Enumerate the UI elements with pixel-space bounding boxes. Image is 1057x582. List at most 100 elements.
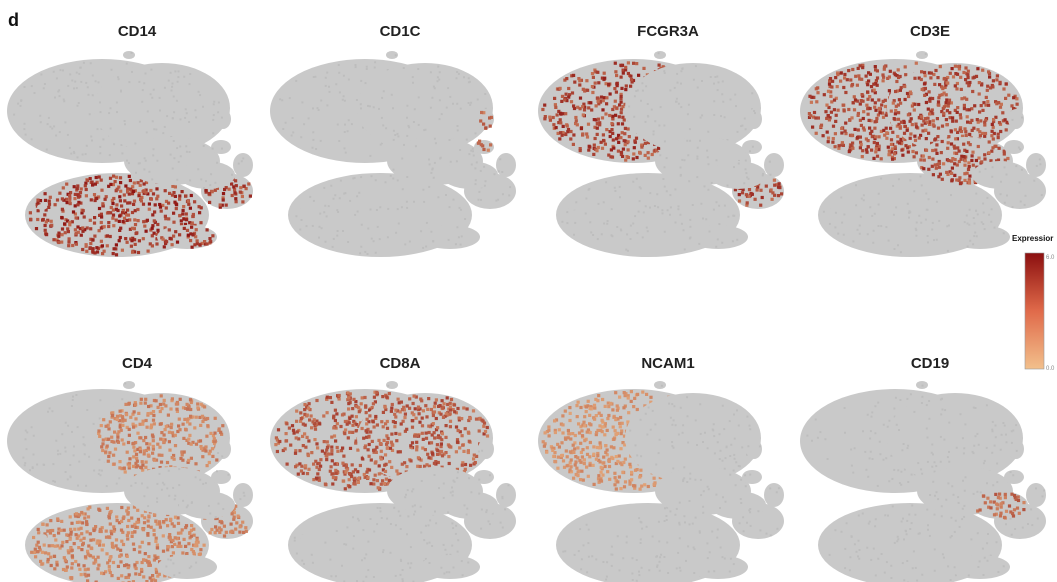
- expression-dot: [353, 476, 357, 480]
- expression-dot: [597, 81, 601, 85]
- background-dot: [613, 186, 616, 189]
- expression-dot: [375, 390, 379, 394]
- expression-dot: [637, 73, 641, 77]
- expression-dot: [379, 482, 383, 486]
- expression-dot: [152, 458, 156, 462]
- expression-dot: [74, 242, 78, 246]
- expression-dot: [218, 530, 222, 534]
- expression-dot: [621, 115, 625, 119]
- expression-dot: [965, 97, 969, 101]
- expression-dot: [775, 183, 779, 187]
- expression-dot: [982, 101, 986, 105]
- expression-dot: [158, 520, 162, 524]
- expression-dot: [995, 102, 999, 106]
- expression-dot: [945, 98, 949, 102]
- expression-dot: [161, 237, 165, 241]
- background-dot: [336, 234, 339, 237]
- background-dot: [182, 499, 185, 502]
- background-dot: [312, 199, 315, 202]
- expression-dot: [99, 239, 103, 243]
- expression-dot: [109, 211, 113, 215]
- expression-dot: [69, 546, 73, 551]
- expression-dot: [983, 134, 987, 138]
- expression-dot: [324, 483, 328, 487]
- expression-dot: [149, 228, 153, 232]
- background-dot: [588, 187, 591, 190]
- background-dot: [1017, 146, 1020, 149]
- expression-dot: [351, 470, 355, 474]
- expression-dot: [151, 435, 155, 439]
- background-dot: [151, 178, 154, 181]
- expression-dot: [829, 110, 833, 114]
- expression-dot: [136, 219, 140, 223]
- cluster-small2: [496, 153, 516, 177]
- expression-dot: [105, 506, 109, 510]
- expression-dot: [390, 402, 394, 407]
- expression-dot: [134, 403, 138, 407]
- background-dot: [167, 79, 170, 82]
- expression-dot: [836, 73, 840, 77]
- background-dot: [963, 221, 966, 224]
- expression-dot: [953, 108, 957, 112]
- expression-dot: [108, 559, 112, 563]
- background-dot: [100, 128, 103, 130]
- expression-dot: [920, 123, 924, 127]
- background-dot: [117, 78, 120, 81]
- expression-dot: [125, 563, 129, 567]
- expression-dot: [957, 178, 961, 182]
- expression-dot: [163, 189, 167, 193]
- expression-dot: [468, 416, 472, 421]
- background-dot: [292, 131, 295, 134]
- background-dot: [713, 100, 716, 103]
- background-dot: [360, 79, 363, 82]
- background-dot: [138, 120, 141, 123]
- background-dot: [862, 199, 865, 202]
- background-dot: [91, 74, 94, 77]
- expression-dot: [80, 548, 84, 552]
- background-dot: [349, 199, 352, 202]
- expression-dot: [608, 92, 612, 96]
- background-dot: [436, 80, 439, 83]
- expression-dot: [566, 130, 570, 134]
- expression-dot: [566, 127, 571, 132]
- expression-dot: [154, 519, 158, 523]
- background-dot: [920, 221, 923, 224]
- expression-dot: [118, 235, 122, 240]
- expression-dot: [631, 157, 635, 161]
- expression-dot: [126, 440, 131, 445]
- tsne-panel-cd14: CD14: [7, 23, 253, 257]
- expression-dot: [131, 464, 136, 468]
- background-dot: [708, 230, 711, 233]
- expression-dot: [385, 426, 390, 430]
- expression-dot: [168, 533, 172, 537]
- expression-dot: [594, 104, 598, 108]
- expression-dot: [136, 517, 140, 521]
- expression-dot: [892, 152, 897, 156]
- expression-dot: [965, 108, 969, 112]
- background-dot: [64, 121, 67, 124]
- expression-dot: [922, 167, 926, 171]
- expression-dot: [151, 447, 155, 451]
- background-dot: [188, 566, 191, 569]
- expression-dot: [828, 84, 832, 89]
- expression-dot: [125, 413, 129, 417]
- expression-dot: [47, 199, 51, 203]
- expression-dot: [587, 148, 591, 152]
- background-dot: [991, 166, 994, 169]
- expression-dot: [101, 448, 105, 453]
- expression-dot: [102, 249, 106, 253]
- expression-dot: [737, 193, 741, 197]
- expression-dot: [960, 154, 964, 158]
- expression-dot: [144, 229, 148, 233]
- expression-dot: [186, 235, 190, 239]
- background-dot: [52, 480, 55, 482]
- expression-dot: [596, 99, 600, 103]
- expression-dot: [578, 147, 582, 151]
- background-dot: [438, 118, 441, 121]
- expression-dot: [444, 451, 448, 455]
- expression-dot: [334, 476, 338, 480]
- expression-dot: [174, 230, 178, 234]
- expression-dot: [357, 424, 361, 428]
- expression-dot: [93, 198, 97, 203]
- background-dot: [51, 410, 54, 413]
